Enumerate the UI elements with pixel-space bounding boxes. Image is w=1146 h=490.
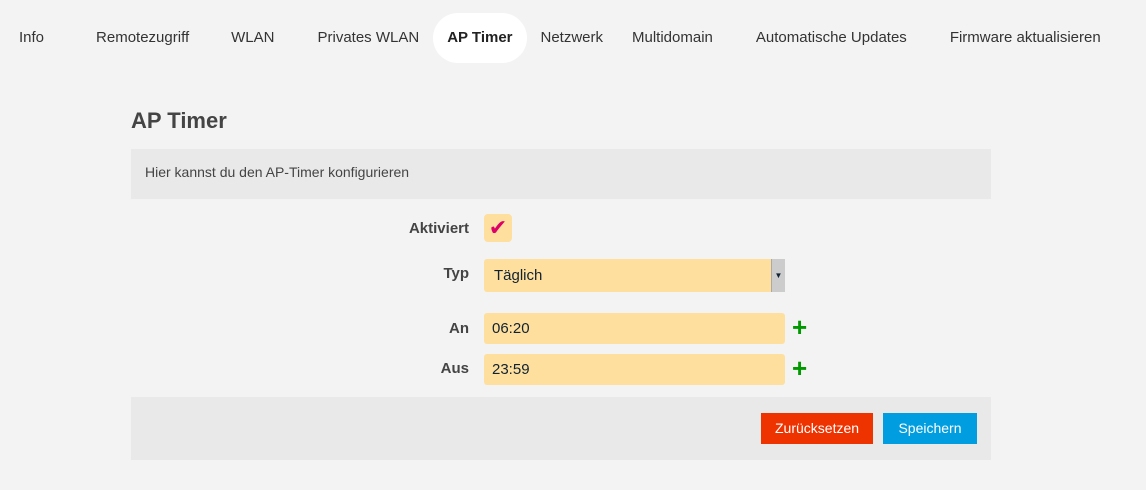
add-off-time-icon[interactable]: + <box>792 353 808 383</box>
checkmark-icon: ✔ <box>488 215 508 240</box>
type-select[interactable]: Täglich ▼ <box>484 259 785 292</box>
page-title: AP Timer <box>131 108 227 133</box>
tab-netzwerk[interactable]: Netzwerk <box>540 29 604 46</box>
type-value: Täglich <box>494 267 543 284</box>
tab-automatische-updates[interactable]: Automatische Updates <box>755 29 907 46</box>
enabled-label: Aktiviert <box>408 220 469 237</box>
form-footer: Zurücksetzen Speichern <box>131 397 991 460</box>
on-time-input[interactable]: 06:20 <box>484 313 785 344</box>
enabled-checkbox[interactable]: ✔ <box>484 214 512 242</box>
tab-wlan[interactable]: WLAN <box>231 29 275 46</box>
type-label: Typ <box>443 265 469 282</box>
on-label: An <box>449 320 469 337</box>
tab-info[interactable]: Info <box>19 29 45 46</box>
add-on-time-icon[interactable]: + <box>792 312 808 342</box>
off-time-input[interactable]: 23:59 <box>484 354 785 385</box>
page-description: Hier kannst du den AP-Timer konfiguriere… <box>131 149 991 199</box>
tab-firmware[interactable]: Firmware aktualisieren <box>949 29 1101 46</box>
off-label: Aus <box>440 360 469 377</box>
tab-privates-wlan[interactable]: Privates WLAN <box>317 29 420 46</box>
tab-nav: Info Remotezugriff WLAN Privates WLAN AP… <box>0 13 1115 63</box>
tab-multidomain[interactable]: Multidomain <box>632 29 713 46</box>
save-button[interactable]: Speichern <box>883 413 977 444</box>
reset-button[interactable]: Zurücksetzen <box>761 413 874 444</box>
chevron-down-icon: ▼ <box>771 259 785 292</box>
tab-ap-timer[interactable]: AP Timer <box>433 13 527 63</box>
tab-remotezugriff[interactable]: Remotezugriff <box>96 29 190 46</box>
